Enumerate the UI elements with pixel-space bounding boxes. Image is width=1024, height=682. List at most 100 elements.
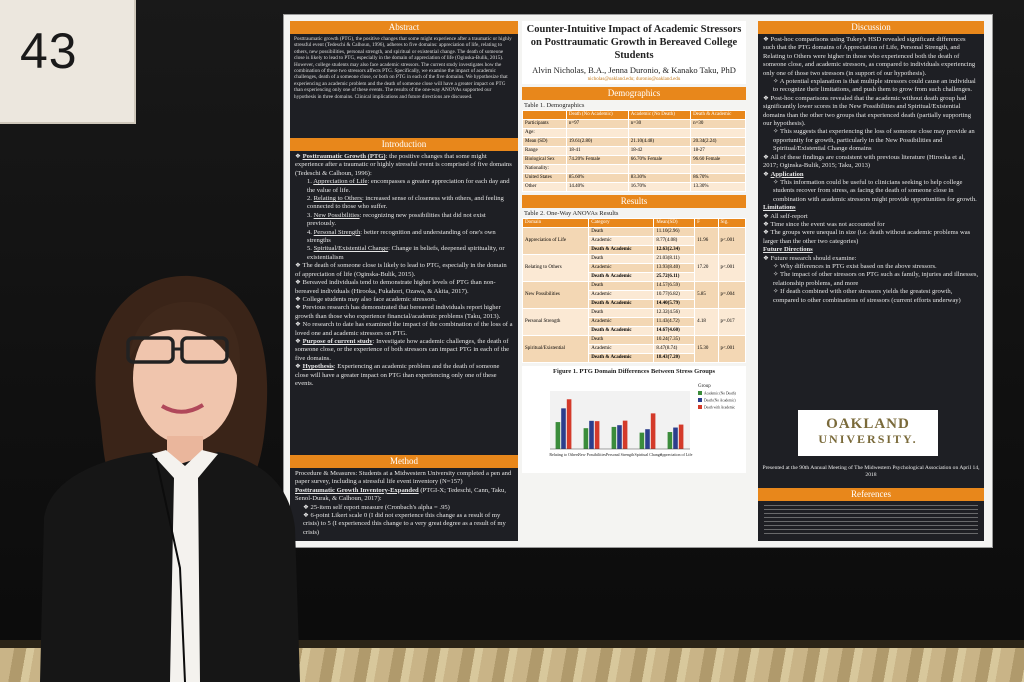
category-cell: Death (588, 281, 655, 291)
sig-cell: p<.001 (717, 254, 747, 282)
mean-cell: 13.93(8.40) (653, 263, 696, 273)
domain-text: : increased sense of closeness with othe… (307, 195, 504, 211)
legend-label: Death with Academic (704, 406, 736, 410)
domain-number: 5. (307, 245, 314, 253)
future-intro: Future research should examine: (770, 254, 857, 262)
table2-header-cell: Mean(SD) (653, 218, 696, 228)
legend-title: Group (698, 384, 711, 389)
intro-bullets: ❖ The death of someone close is likely t… (295, 262, 513, 338)
mean-cell: 11.43(4.72) (653, 317, 696, 327)
domain-item: 3. New Possibilities: recognizing new po… (307, 212, 513, 229)
table-cell: 86.70% (690, 173, 746, 183)
category-cell: Academic (588, 263, 655, 273)
method-procedure: Procedure & Measures: Students at a Midw… (295, 470, 512, 486)
discussion-item: ❖ All of these findings are consistent w… (763, 153, 966, 170)
table-cell: n=30 (690, 119, 746, 129)
ptg-label: Posttraumatic Growth (PTG) (302, 153, 386, 160)
table-row: Relating to Others Death 21.03(8.11) 17.20 p… (521, 254, 747, 282)
demographics-table: Death (No Academic) Academic (No Death) De… (522, 110, 746, 192)
domain-list: 1. Appreciation of Life: encompasses a g… (295, 178, 513, 262)
future-item: ✧ Why differences in PTG exist based on … (773, 262, 937, 270)
x-tick-label: Spiritual Change (635, 452, 662, 457)
table-cell (565, 164, 629, 174)
discussion-item: ❖ Post-hoc comparisons revealed that the… (763, 94, 972, 128)
table2-title: Table 2. One-Way ANOVAs Results (524, 210, 619, 217)
domain-label: Relating to Others (313, 195, 362, 203)
sig-cell: p<.001 (717, 335, 747, 363)
future-item: ✧ If death combined with other stressors… (773, 288, 961, 304)
domain-label: Appreciation of Life (313, 178, 368, 186)
mean-cell: 8.47(8.74) (653, 344, 696, 354)
table-cell (690, 164, 746, 174)
table2-header-cell: Category (588, 218, 655, 228)
bar (639, 432, 645, 449)
introduction-body: ❖ Posttraumatic Growth (PTG): the positi… (295, 153, 513, 387)
bar (583, 428, 589, 449)
f-cell: 11.96 (694, 227, 719, 255)
figure-1: Figure 1. PTG Domain Differences Between… (522, 366, 746, 473)
table-cell: United States (522, 173, 567, 183)
discussion-list: ❖ Post-hoc comparisons using Tukey's HSD… (763, 36, 979, 171)
method-item: ❖ 25-item self report measure (Cronbach'… (303, 503, 450, 511)
table-cell: 18-27 (690, 146, 746, 156)
domain-number: 4. (307, 228, 314, 236)
anova-table: Domain Category Mean(SD) F Sig. Appreciation… (521, 218, 747, 363)
method-heading: Method (290, 455, 518, 468)
poster-emails: nicholas@oakland.edu; duronio@oakland.ed… (587, 77, 681, 82)
mean-cell: 10.77(6.82) (653, 290, 696, 300)
mean-cell: 11.10(2.96) (653, 227, 696, 237)
table-row: Biological Sex 74.20% Female 66.70% Female… (522, 155, 746, 165)
domain-text: : encompasses a greater appreciation for… (307, 178, 510, 194)
table-cell (627, 164, 692, 174)
table-cell: Nationality: (522, 164, 567, 174)
legend-swatch (698, 391, 702, 395)
table-cell: 74.20% Female (565, 155, 629, 165)
table-cell: 21.10(4.48) (627, 137, 692, 147)
table1-header-cell: Death (No Academic) (565, 110, 629, 120)
domain-cell: Appreciation of Life (521, 227, 590, 255)
legend-label: Death (No Academic) (704, 399, 736, 403)
bar (667, 432, 673, 449)
x-tick-label: Appreciation of Life (660, 452, 693, 457)
abstract-text: Posttraumatic growth (PTG), the positive… (294, 36, 512, 100)
limitation-item: ❖ The groups were unequal in size (i.e. … (763, 229, 971, 245)
domain-label: New Possibilities (313, 211, 360, 219)
bar (555, 422, 561, 449)
category-cell: Death (588, 254, 655, 264)
method-inventory-label: Posttraumatic Growth Inventory-Expanded (295, 486, 419, 494)
category-cell: Academic (588, 317, 655, 327)
table2-header-row: Domain Category Mean(SD) F Sig. (521, 218, 747, 228)
table1-header-row: Death (No Academic) Academic (No Death) De… (522, 110, 746, 120)
discussion-item: ✧ This suggests that experiencing the lo… (773, 128, 975, 153)
bar (561, 408, 566, 449)
domain-item: 1. Appreciation of Life: encompasses a g… (307, 178, 513, 195)
x-tick-label: New Possibilities (578, 452, 606, 457)
poster-number: 43 (20, 23, 78, 79)
category-cell: Death & Academic (588, 353, 655, 363)
table1-body: Participants n=97 n=30 n=30 Age: Mean (SD) 19.… (522, 119, 746, 192)
category-cell: Death & Academic (588, 326, 655, 336)
table-row: Age: (522, 128, 746, 138)
figure-title: Figure 1. PTG Domain Differences Between… (552, 368, 715, 375)
logo-line-2: UNIVERSITY. (818, 432, 918, 446)
bar (622, 420, 628, 449)
table2-header-cell: Domain (521, 218, 590, 228)
table1-header-cell (522, 110, 567, 120)
figure-chart: Relating to Others New Possibilities Perso… (549, 384, 736, 457)
domain-item: 5. Spiritual/Existential Change: Change … (307, 245, 513, 262)
x-tick-label: Relating to Others (549, 452, 579, 457)
method-items: ❖ 25-item self report measure (Cronbach'… (295, 504, 513, 538)
results-heading: Results (522, 195, 746, 208)
university-logo: OAKLAND UNIVERSITY. (798, 410, 938, 456)
domain-cell: Relating to Others (521, 254, 590, 282)
table2-body: Appreciation of Life Death 11.10(2.96) 11.9… (521, 227, 747, 363)
table-cell: Mean (SD) (522, 137, 567, 147)
table-cell: 19.61(2.80) (565, 137, 629, 147)
category-cell: Death (588, 335, 655, 345)
limitations-list: ❖ All self-report ❖ Time since the event … (763, 213, 979, 247)
table-cell: n=30 (627, 119, 692, 129)
left-column: Abstract Posttraumatic growth (PTG), the… (290, 21, 518, 541)
intro-bullet: ❖ Bereaved individuals tend to demonstra… (295, 279, 496, 295)
domain-cell: Spiritual/Existential (521, 335, 590, 363)
